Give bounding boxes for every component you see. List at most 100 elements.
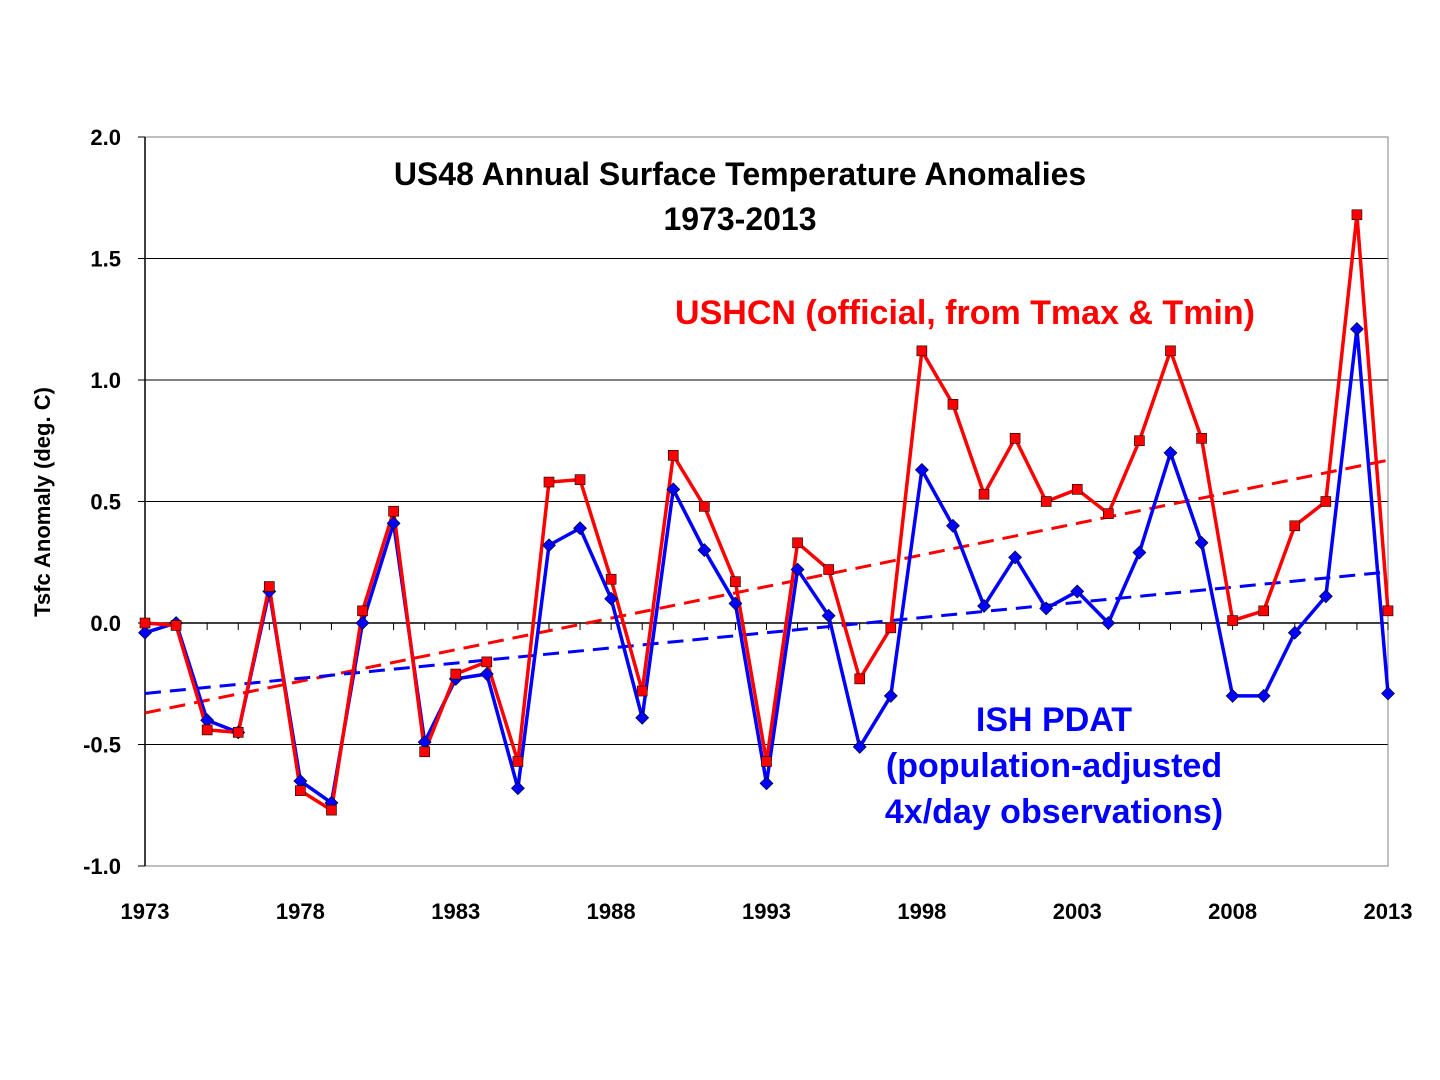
data-point-ish-pdat (386, 516, 401, 531)
x-tick-label: 2008 (1208, 899, 1257, 924)
data-point-ushcn (699, 501, 710, 512)
chart-subtitle: 1973-2013 (663, 201, 816, 237)
data-point-ish-pdat (510, 781, 525, 796)
data-point-ushcn (1227, 615, 1238, 626)
data-point-ushcn (1289, 520, 1301, 532)
data-point-ushcn (326, 804, 337, 816)
data-point-ish-pdat (697, 543, 712, 558)
data-point-ushcn (667, 450, 679, 461)
series-layer (138, 209, 1395, 816)
data-point-ushcn (263, 581, 275, 592)
data-point-ish-pdat (759, 776, 774, 791)
data-point-ish-pdat (977, 599, 991, 613)
data-point-ish-pdat (790, 562, 805, 577)
data-point-ish-pdat (821, 608, 836, 623)
data-point-ish-pdat (1381, 686, 1395, 701)
data-point-ushcn (388, 505, 399, 517)
data-point-ushcn (730, 576, 741, 587)
data-point-ushcn (450, 668, 462, 680)
y-tick-label: 2.0 (90, 125, 121, 150)
data-point-ish-pdat (852, 740, 867, 754)
data-point-ushcn (481, 656, 493, 668)
data-point-ushcn (761, 756, 772, 767)
data-point-ish-pdat (666, 482, 681, 497)
data-point-ushcn (1040, 496, 1052, 507)
data-point-ushcn (1134, 435, 1145, 447)
data-point-ish-pdat (1350, 322, 1364, 336)
data-point-ushcn (792, 537, 803, 549)
data-point-ushcn (543, 476, 555, 488)
x-tick-label: 1978 (276, 899, 325, 924)
x-tick-label: 1998 (897, 899, 946, 924)
data-point-ushcn (232, 727, 244, 738)
data-point-ushcn (823, 564, 834, 575)
data-point-ish-pdat (1318, 589, 1333, 604)
y-tick-label: 1.5 (90, 247, 121, 272)
data-point-ish-pdat (479, 667, 494, 681)
data-point-ushcn (1165, 345, 1176, 357)
data-point-ushcn (885, 622, 897, 634)
x-tick-label: 1988 (587, 899, 636, 924)
data-point-ushcn (1320, 496, 1332, 507)
data-point-ish-pdat (1194, 535, 1209, 550)
ish-annotation-line2: (population-adjusted (886, 747, 1222, 785)
trend-layer (144, 458, 1389, 715)
data-point-ish-pdat (1070, 584, 1085, 599)
data-point-ish-pdat (542, 538, 556, 553)
y-tick-label: 0.0 (90, 611, 121, 636)
data-point-ushcn (512, 756, 524, 767)
data-point-ish-pdat (635, 710, 650, 725)
y-tick-label: 0.5 (90, 490, 121, 515)
data-point-ushcn (636, 685, 648, 697)
data-point-ushcn (1071, 484, 1083, 495)
x-tick-label: 2003 (1053, 899, 1102, 924)
data-point-ushcn (916, 345, 928, 357)
data-point-ish-pdat (1287, 625, 1302, 640)
data-point-ish-pdat (1132, 545, 1147, 560)
y-tick-label: -0.5 (83, 733, 121, 758)
data-point-ushcn (139, 617, 151, 629)
data-point-ish-pdat (1225, 688, 1240, 703)
y-tick-label: -1.0 (83, 854, 121, 879)
chart-title: US48 Annual Surface Temperature Anomalie… (394, 156, 1086, 192)
data-point-ish-pdat (883, 688, 898, 703)
data-point-ushcn (978, 488, 990, 500)
data-point-ish-pdat (355, 616, 370, 630)
ish-annotation-line3: 4x/day observations) (885, 793, 1223, 831)
data-point-ish-pdat (914, 462, 929, 477)
data-point-ish-pdat (1163, 445, 1178, 460)
ish-annotation-line1: ISH PDAT (976, 701, 1132, 739)
data-point-ushcn (1009, 433, 1021, 444)
x-tick-label: 2013 (1364, 899, 1413, 924)
x-tick-label: 1983 (431, 899, 480, 924)
data-point-ushcn (854, 673, 866, 685)
data-point-ushcn (1103, 508, 1114, 519)
series-line-ish-pdat (144, 327, 1390, 805)
data-point-ish-pdat (1039, 601, 1054, 616)
data-point-ushcn (1196, 433, 1207, 444)
data-point-ushcn (1382, 605, 1394, 617)
data-point-ish-pdat (1008, 550, 1023, 565)
y-axis-title: Tsfc Anomaly (deg. C) (30, 387, 55, 617)
data-point-ish-pdat (728, 596, 743, 611)
data-point-ushcn (947, 398, 959, 410)
y-tick-label: 1.0 (90, 368, 121, 393)
data-point-ushcn (295, 785, 306, 796)
data-point-ushcn (201, 724, 213, 736)
data-point-ushcn (1351, 209, 1363, 221)
data-point-ushcn (357, 605, 368, 617)
x-tick-label: 1973 (121, 899, 170, 924)
ushcn-annotation: USHCN (official, from Tmax & Tmin) (675, 294, 1255, 332)
data-point-ish-pdat (946, 518, 960, 533)
data-point-ushcn (1258, 605, 1269, 617)
data-point-ish-pdat (1101, 616, 1116, 630)
data-point-ushcn (170, 620, 182, 631)
trend-line-ish-pdat (144, 570, 1389, 695)
data-point-ushcn (419, 746, 430, 758)
x-tick-label: 1993 (742, 899, 791, 924)
data-point-ushcn (605, 573, 617, 585)
data-point-ushcn (574, 474, 586, 485)
